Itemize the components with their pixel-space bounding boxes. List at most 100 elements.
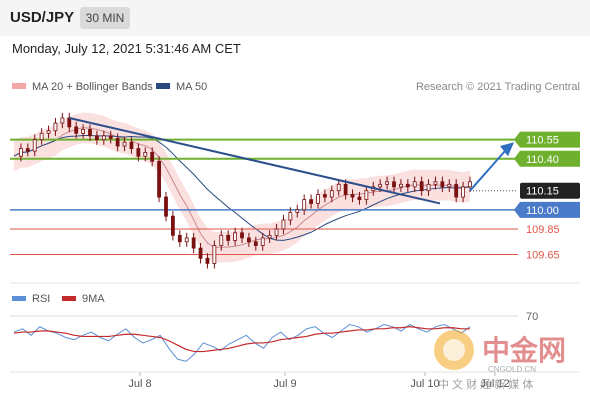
rsi-legend-label: RSI: [32, 293, 50, 305]
candle-body: [405, 183, 410, 188]
ma20-legend-label: MA 20 + Bollinger Bands: [32, 81, 153, 93]
rsi-tick-label: 70: [526, 311, 538, 323]
candle-body: [329, 190, 334, 198]
candle-body: [74, 126, 79, 134]
level-label-box: [514, 150, 580, 167]
candle-body: [274, 228, 279, 236]
top-bar: USD/JPY 30 MIN: [0, 0, 590, 36]
candle-body: [288, 211, 293, 221]
rsi-line: [13, 323, 471, 362]
level-label-109-65: 109.65: [526, 249, 560, 261]
candle-body: [136, 148, 141, 157]
candle-body: [240, 232, 244, 239]
candle-body: [212, 245, 217, 264]
candle-body: [88, 129, 92, 137]
candle-body: [461, 186, 465, 198]
candle-body: [198, 247, 203, 259]
candle-body: [122, 141, 127, 147]
x-tick-label: Jul 12: [480, 378, 509, 390]
level-label-110-40: 110.40: [526, 154, 559, 166]
ma50-legend-swatch: [156, 83, 170, 89]
candle-body: [392, 181, 396, 188]
x-tick-label: Jul 9: [273, 378, 296, 390]
candle-body: [226, 234, 231, 241]
candle-body: [46, 130, 51, 134]
candle-body: [309, 199, 313, 204]
candle-body: [447, 183, 452, 188]
x-tick-label: Jul 8: [128, 378, 151, 390]
candle-body: [67, 117, 72, 128]
candle-body: [164, 196, 168, 217]
candle-body: [19, 148, 23, 157]
candle-body: [260, 237, 265, 246]
candle-body: [343, 183, 348, 195]
timeframe-button[interactable]: 30 MIN: [80, 7, 130, 29]
candle-body: [191, 237, 196, 249]
candle-body: [440, 181, 445, 188]
candle-body: [419, 181, 424, 192]
watermark-brand: 中金网: [482, 334, 566, 366]
candle-body: [184, 237, 189, 243]
ma9-line: [13, 326, 470, 353]
candle-body: [399, 183, 403, 188]
level-label-110-55: 110.55: [526, 135, 559, 147]
candle-body: [350, 194, 355, 198]
candle-body: [385, 181, 389, 185]
candle-body: [323, 194, 327, 198]
candle-body: [115, 137, 120, 147]
candle-body: [101, 135, 106, 141]
candle-body: [143, 152, 148, 157]
ma50-legend-label: MA 50: [176, 81, 207, 93]
date-text: Monday, July 12, 2021 5:31:46 AM CET: [12, 41, 241, 56]
pair-title: USD/JPY: [10, 9, 75, 26]
candle-body: [364, 190, 369, 201]
candle-body: [253, 241, 258, 246]
downtrend-line: [69, 116, 441, 205]
level-label-box: [514, 131, 580, 148]
level-label-109-85: 109.85: [526, 224, 560, 236]
candle-body: [412, 181, 417, 188]
candle-body: [357, 196, 362, 201]
candle-body: [25, 148, 30, 152]
candle-body: [177, 234, 182, 243]
watermark-url: CNGOLD.CN: [488, 365, 536, 374]
ma9-legend-swatch: [62, 296, 76, 301]
candle-body: [426, 183, 431, 192]
candle-body: [295, 209, 300, 213]
candle-body: [108, 135, 113, 139]
candle-body: [281, 219, 286, 230]
ma20-legend-swatch: [12, 83, 26, 89]
rsi-legend-swatch: [12, 296, 26, 301]
bollinger-band: [14, 112, 470, 263]
candle-body: [219, 234, 224, 246]
watermark-tagline: 中 文 财 经 新 媒 体: [438, 377, 533, 391]
candle-body: [157, 160, 161, 198]
candle-body: [129, 141, 134, 149]
watermark-logo: 中金网 CNGOLD.CN 中 文 财 经 新 媒 体: [434, 330, 566, 391]
candle-body: [433, 181, 438, 185]
candle-body: [454, 183, 459, 198]
candle-body: [267, 234, 272, 239]
candle-body: [378, 183, 383, 188]
projection-arrow-head: [500, 142, 514, 157]
candle-body: [336, 183, 341, 192]
level-label-box: [514, 201, 580, 218]
candle-body: [39, 132, 44, 141]
ma9-legend-label: 9MA: [82, 293, 105, 305]
candle-body: [205, 257, 210, 264]
level-label-110-00: 110.00: [526, 205, 559, 217]
candle-body: [53, 122, 58, 132]
candle-body: [32, 139, 37, 152]
candle-body: [60, 117, 65, 124]
candle-body: [302, 199, 307, 211]
credit-text: Research © 2021 Trading Central: [416, 81, 580, 93]
candle-body: [316, 194, 320, 204]
x-tick-label: Jul 10: [410, 378, 439, 390]
candle-body: [233, 232, 237, 241]
candle-body: [150, 152, 155, 162]
candle-body: [247, 237, 251, 243]
pivot-label-box: [520, 182, 580, 199]
candle-body: [468, 181, 472, 188]
pivot-label: 110.15: [526, 186, 559, 198]
